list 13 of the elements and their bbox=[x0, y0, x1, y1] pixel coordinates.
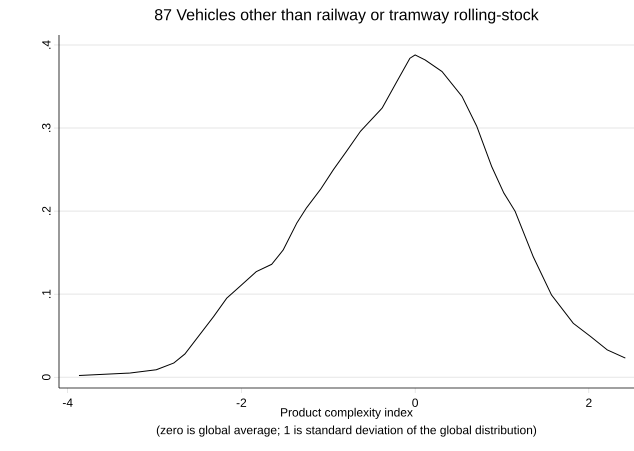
x-axis-title: Product complexity index bbox=[281, 408, 413, 419]
x-tick-label: 2 bbox=[586, 398, 592, 407]
y-tick-label: .4 bbox=[42, 40, 50, 49]
x-tick-label: -2 bbox=[236, 398, 246, 407]
y-tick-label: .3 bbox=[42, 124, 50, 132]
x-tick-label: -4 bbox=[62, 398, 73, 407]
x-tick-label: 0 bbox=[412, 398, 418, 407]
line-series bbox=[78, 54, 626, 376]
text: (zero is global average; 1 is standard deviation of the global distribution) bbox=[156, 426, 536, 437]
chart-title: 87 Vehicles other than railway or tramway rolling-stock bbox=[154, 8, 539, 24]
y-tick-label: .1 bbox=[42, 290, 50, 298]
y-tick-label: .2 bbox=[42, 206, 50, 215]
y-tick-label: 0 bbox=[42, 374, 50, 380]
